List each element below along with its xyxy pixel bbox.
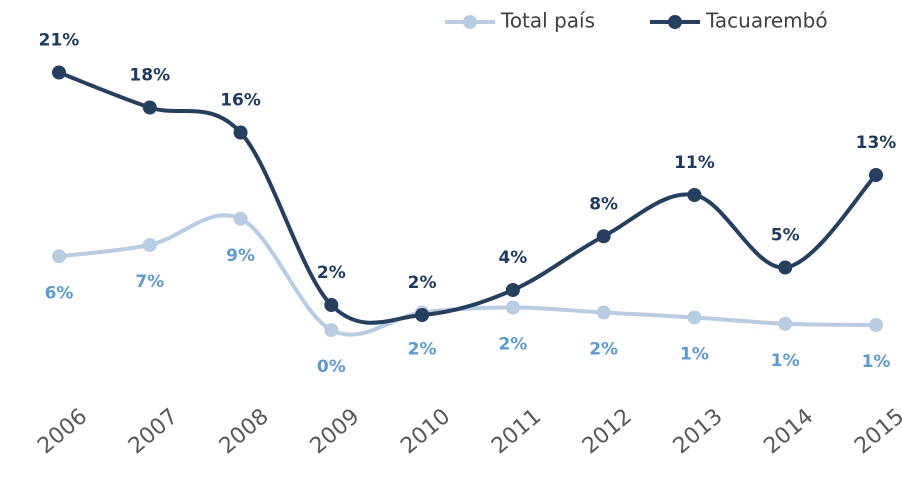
series-line bbox=[58, 70, 878, 325]
x-tick-label: 2007 bbox=[124, 404, 183, 459]
data-label: 5% bbox=[771, 226, 800, 246]
data-label: 1% bbox=[862, 352, 891, 372]
data-label: 13% bbox=[856, 133, 897, 153]
legend-label: Total país bbox=[500, 9, 595, 33]
legend-marker bbox=[463, 15, 477, 29]
data-label: 2% bbox=[408, 273, 437, 293]
point bbox=[687, 188, 702, 202]
data-label: 8% bbox=[589, 194, 618, 214]
point bbox=[869, 168, 883, 182]
data-label: 21% bbox=[39, 31, 80, 51]
x-tick-label: 2014 bbox=[759, 404, 818, 459]
data-label: 2% bbox=[317, 263, 346, 283]
point bbox=[233, 125, 248, 140]
data-label: 2% bbox=[589, 340, 618, 360]
data-label: 4% bbox=[498, 248, 527, 268]
point bbox=[869, 318, 883, 332]
x-tick-label: 2015 bbox=[850, 404, 902, 459]
data-label: 1% bbox=[680, 345, 709, 365]
point bbox=[52, 249, 66, 264]
point bbox=[142, 100, 157, 115]
data-label: 0% bbox=[317, 357, 346, 377]
point bbox=[324, 298, 339, 312]
legend-marker bbox=[668, 15, 682, 29]
x-tick-label: 2010 bbox=[396, 404, 455, 459]
data-label: 2% bbox=[408, 340, 437, 360]
x-tick-label: 2011 bbox=[487, 404, 546, 459]
point bbox=[52, 65, 66, 80]
data-label: 7% bbox=[135, 272, 164, 292]
point bbox=[596, 229, 611, 244]
data-label: 6% bbox=[45, 283, 74, 303]
point bbox=[324, 323, 339, 337]
legend-label: Tacuarembó bbox=[705, 9, 828, 33]
data-label: 18% bbox=[129, 66, 170, 86]
x-tick-label: 2008 bbox=[215, 404, 274, 459]
data-label: 1% bbox=[771, 351, 800, 371]
point bbox=[415, 308, 430, 322]
data-label: 16% bbox=[220, 91, 261, 111]
point bbox=[778, 316, 793, 331]
x-tick-label: 2013 bbox=[669, 404, 728, 459]
point bbox=[778, 260, 793, 275]
x-tick-label: 2009 bbox=[306, 404, 365, 459]
point bbox=[687, 310, 702, 325]
point bbox=[596, 305, 611, 320]
x-tick-label: 2006 bbox=[33, 404, 92, 459]
x-tick-label: 2012 bbox=[578, 404, 637, 459]
point bbox=[142, 238, 157, 252]
data-label: 2% bbox=[498, 335, 527, 355]
point bbox=[233, 211, 248, 226]
data-label: 11% bbox=[674, 153, 715, 173]
series-line bbox=[58, 213, 877, 337]
point bbox=[505, 300, 520, 315]
point bbox=[505, 283, 520, 297]
data-label: 9% bbox=[226, 246, 255, 266]
